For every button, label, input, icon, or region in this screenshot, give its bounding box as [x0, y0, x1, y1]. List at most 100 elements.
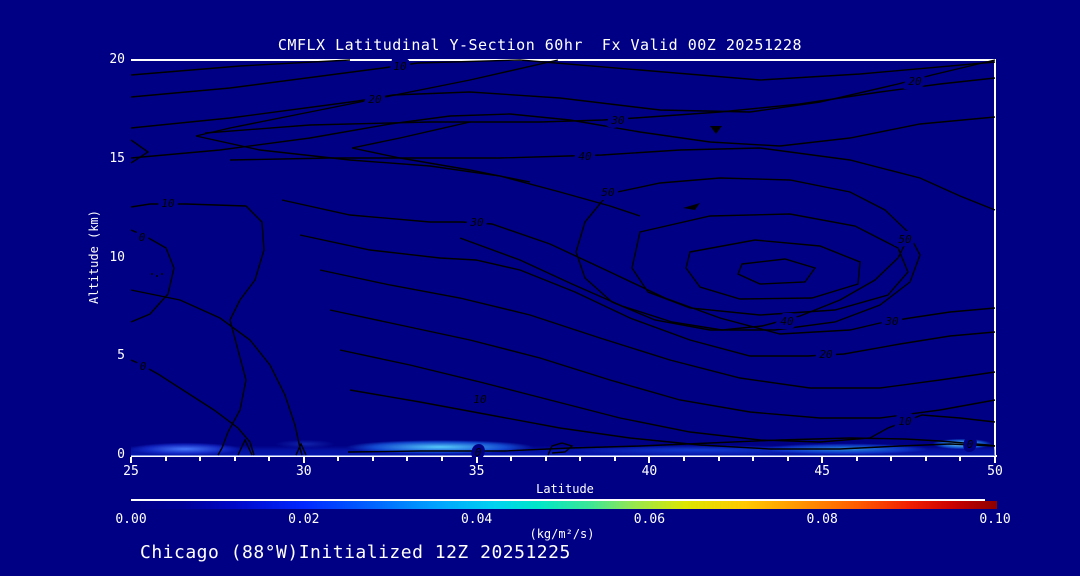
contour-line: [229, 147, 996, 211]
y-tick-label: 0: [117, 447, 125, 462]
contour-line: [295, 442, 307, 456]
contour-line: [195, 59, 641, 217]
contour-label: 0: [140, 360, 147, 373]
x-major-tick: [648, 457, 651, 463]
x-minor-tick: [924, 457, 927, 461]
plot-border-right: [994, 59, 996, 456]
x-minor-tick: [786, 457, 789, 461]
colorbar-top-line: [131, 499, 985, 501]
contour-line: [204, 77, 996, 134]
x-minor-tick: [890, 457, 893, 461]
contour-line: [237, 438, 253, 456]
contour-label: 40: [780, 315, 794, 328]
colorbar-tick-label: 0.10: [979, 512, 1011, 527]
x-axis-title: Latitude: [536, 482, 594, 496]
colorbar-units: (kg/m²/s): [529, 527, 595, 541]
x-minor-tick: [199, 457, 202, 461]
minimum-dot-mark: [156, 275, 158, 277]
colorbar-tick-label: 0.08: [806, 512, 838, 527]
colorbar-tick-label: 0.06: [633, 512, 666, 527]
x-major-tick: [994, 457, 996, 463]
contour-line: [737, 258, 817, 285]
x-major-tick: [302, 457, 305, 463]
y-tick-label: 5: [117, 348, 125, 364]
contour-label: 40: [578, 150, 592, 163]
contour-label: 50: [898, 233, 912, 246]
contour-line: [281, 199, 996, 335]
contour-line: [130, 359, 255, 456]
contour-label: 20: [368, 93, 382, 106]
x-minor-tick: [855, 457, 858, 461]
x-major-tick: [821, 457, 824, 463]
contour-line: [130, 59, 996, 129]
contour-label: 30: [469, 216, 484, 229]
x-minor-tick: [233, 457, 236, 461]
contour-line: [130, 59, 351, 76]
contour-line: [459, 237, 909, 331]
x-tick-label: 35: [468, 464, 485, 479]
x-minor-tick: [164, 457, 167, 461]
contour-label: 10: [393, 60, 407, 73]
x-tick-label: 30: [295, 464, 312, 479]
plot-border-top: [131, 59, 995, 61]
x-minor-tick: [337, 457, 340, 461]
contour-label: 20: [819, 348, 833, 361]
x-minor-tick: [371, 457, 374, 461]
contour-label: 10: [898, 415, 912, 428]
contour-line: [351, 121, 531, 183]
contour-line: [130, 59, 996, 98]
x-tick-label: 40: [641, 464, 658, 479]
colorbar-tick-label: 0.02: [288, 512, 320, 527]
contour-label: 0: [139, 231, 146, 244]
colorbar-gradient: [131, 501, 997, 509]
contour-line: [547, 442, 574, 456]
contour-line: [575, 177, 921, 331]
colorbar-tick-label: 0.04: [460, 512, 493, 527]
x-minor-tick: [682, 457, 685, 461]
contour-label: 50: [601, 186, 615, 199]
colorbar-tick-label: 0.00: [115, 512, 147, 527]
contour-line: [685, 239, 861, 300]
contour-label: 30: [610, 114, 625, 127]
contour-line: [347, 437, 996, 453]
x-minor-tick: [510, 457, 513, 461]
x-tick-label: 25: [123, 464, 139, 479]
x-minor-tick: [717, 457, 720, 461]
x-minor-tick: [268, 457, 271, 461]
contour-line: [631, 213, 909, 316]
x-minor-tick: [579, 457, 582, 461]
chart-title: CMFLX Latitudinal Y-Section 60hr Fx Vali…: [277, 36, 803, 54]
y-tick-label: 15: [109, 150, 125, 166]
x-minor-tick: [406, 457, 409, 461]
minimum-dot-mark: [161, 273, 163, 275]
contour-line: [339, 349, 996, 443]
x-tick-label: 50: [987, 464, 1003, 479]
contour-line: [329, 309, 996, 419]
x-major-tick: [130, 457, 132, 463]
init-caption: Chicago (88°W)Initialized 12Z 20251225: [140, 542, 571, 563]
contour-line: [130, 229, 175, 323]
x-tick-label: 45: [814, 464, 831, 479]
contour-label: 10: [473, 393, 487, 406]
y-tick-label: 20: [109, 52, 125, 67]
contour-line: [130, 139, 150, 164]
contour-label: 0: [967, 438, 974, 451]
x-minor-tick: [441, 457, 444, 461]
y-tick-label: 10: [109, 249, 125, 265]
contour-line: [130, 289, 303, 456]
x-major-tick: [475, 457, 478, 463]
contour-line: [319, 269, 996, 389]
x-minor-tick: [959, 457, 962, 461]
contour-line: [130, 113, 996, 159]
x-minor-tick: [613, 457, 616, 461]
contour-label: 30: [884, 315, 899, 328]
x-minor-tick: [752, 457, 755, 461]
local-extremum-marker: [710, 126, 722, 134]
plot-x-axis-line: [131, 455, 997, 457]
minimum-dot-mark: [151, 273, 153, 275]
contour-label: 20: [908, 75, 922, 88]
contour-label: 10: [161, 197, 175, 210]
small-closed-contour: [683, 203, 700, 210]
